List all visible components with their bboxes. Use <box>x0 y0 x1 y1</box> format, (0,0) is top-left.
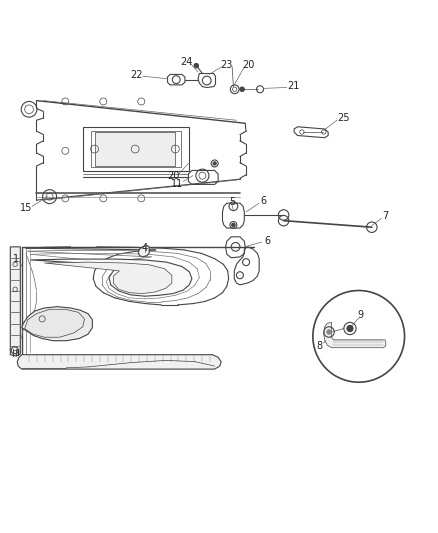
Text: 5: 5 <box>229 197 235 207</box>
Text: 9: 9 <box>358 310 364 319</box>
Text: 6: 6 <box>261 196 267 206</box>
Text: 6: 6 <box>264 236 270 246</box>
Text: 20: 20 <box>167 171 179 181</box>
Text: 11: 11 <box>171 179 184 189</box>
Circle shape <box>347 326 353 332</box>
Text: 8: 8 <box>316 341 322 351</box>
Text: 4: 4 <box>142 243 148 253</box>
Circle shape <box>327 330 331 334</box>
Text: 7: 7 <box>383 211 389 221</box>
Text: 22: 22 <box>130 70 142 80</box>
Polygon shape <box>25 309 85 337</box>
Text: 23: 23 <box>220 60 232 70</box>
Circle shape <box>213 161 216 165</box>
Text: 21: 21 <box>287 81 300 91</box>
Polygon shape <box>44 262 172 294</box>
Text: 24: 24 <box>180 57 192 67</box>
Polygon shape <box>30 259 192 296</box>
Polygon shape <box>11 247 20 356</box>
Polygon shape <box>324 322 386 348</box>
Circle shape <box>194 63 198 68</box>
Polygon shape <box>21 306 92 341</box>
Text: 15: 15 <box>20 204 32 213</box>
Text: 20: 20 <box>243 60 255 70</box>
Polygon shape <box>17 354 221 369</box>
Circle shape <box>240 87 244 92</box>
Polygon shape <box>95 132 175 166</box>
Text: 25: 25 <box>337 113 350 123</box>
Text: 1: 1 <box>13 254 19 264</box>
Polygon shape <box>138 246 149 257</box>
Circle shape <box>232 223 235 227</box>
